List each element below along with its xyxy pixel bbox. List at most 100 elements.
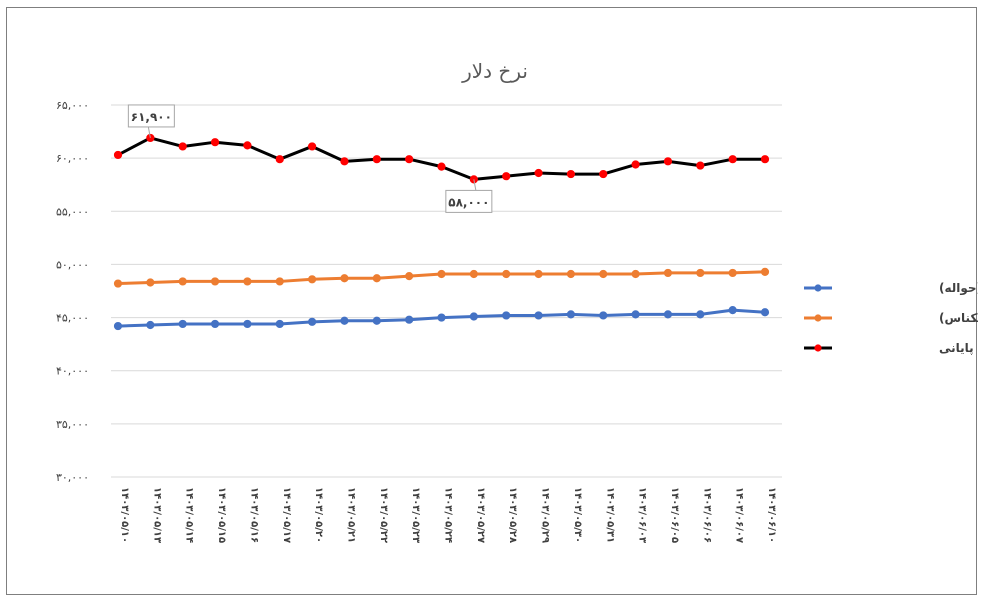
data-point [146,320,155,330]
legend-label: میانگین(حواله) [939,281,978,296]
data-point [437,269,446,279]
x-tick-label: ۱۴۰۳/۰۵/۱۶ [248,487,259,543]
data-point [469,312,478,321]
data-point [308,142,317,151]
data-point [372,274,381,283]
data-point [210,277,220,286]
data-point [243,141,252,150]
y-tick-label: ۴۰,۰۰۰ [56,365,89,378]
x-tick-label: ۱۴۰۳/۰۵/۳۰ [572,487,583,543]
data-point [534,269,543,279]
data-point [760,308,770,317]
data-point [405,272,414,281]
x-tick-label: ۱۴۰۳/۰۵/۲۲ [378,487,389,543]
legend-item-1: میانگین(اسکناس) [804,311,978,325]
legend-swatch-marker [814,314,822,322]
callout-leader [473,179,477,191]
y-tick-label: ۵۵,۰۰۰ [56,205,89,218]
y-tick-label: ۶۰,۰۰۰ [56,152,89,165]
data-point [728,268,737,278]
annotation-layer: ۶۱,۹۰۰ ۵۸,۰۰۰ [127,104,493,213]
data-point [663,310,673,319]
series-1 [113,267,770,288]
data-point [534,311,543,320]
legend-label: میانگین(اسکناس) [939,311,978,325]
callout-leader [147,126,151,139]
legend-swatch-marker [814,284,822,292]
data-label: ۶۱,۹۰۰ [131,110,172,124]
callout-box [445,189,493,213]
data-point [534,168,543,178]
data-point [340,316,349,325]
x-tick-label: ۱۴۰۳/۰۵/۲۷ [475,487,486,543]
x-tick-label: ۱۴۰۳/۰۵/۱۳ [151,487,162,543]
data-point [728,155,737,164]
data-point [405,315,414,324]
data-point [405,155,414,164]
grid-layer [111,104,782,478]
series-layer [113,133,770,331]
data-point [178,319,187,329]
data-point [340,157,349,166]
data-point [663,268,673,278]
x-tick-label: ۱۴۰۳/۰۵/۲۱ [345,487,356,543]
x-tick-label: ۱۴۰۳/۰۶/۱۰ [766,487,777,543]
chart-frame: نرخ دلار ۳۰,۰۰۰ ۳۵,۰۰۰ ۴۰,۰۰۰ ۴۵,۰۰۰ ۵۰,۰۰۰ ۵… [6,7,978,595]
data-point [113,321,123,331]
x-tick-label: ۱۴۰۳/۰۵/۲۹ [540,487,551,543]
x-tick-label: ۱۴۰۳/۰۶/۰۵ [669,487,680,543]
legend-swatch-marker [814,344,822,352]
legend-item-0: میانگین(حواله) [804,281,978,296]
data-point [566,169,576,179]
x-tick-label: ۱۴۰۳/۰۵/۱۴ [184,487,195,543]
x-tick-label: ۱۴۰۳/۰۵/۲۳ [410,487,421,543]
data-label-callout: ۶۱,۹۰۰ [127,104,175,139]
data-label: ۵۸,۰۰۰ [448,195,489,209]
data-point [502,269,511,279]
data-point [178,277,187,286]
data-point [599,269,608,279]
data-point [599,169,608,179]
x-tick-label: ۱۴۰۳/۰۵/۳۱ [604,487,615,543]
data-point [566,269,576,279]
data-point [178,142,187,151]
data-point [308,275,317,284]
data-point [243,319,252,329]
data-point [599,311,608,320]
data-point [113,150,123,160]
legend-label: بازار آزاد - پایانی [939,340,978,355]
data-point [275,277,284,286]
data-point [275,319,284,329]
data-point [631,310,640,319]
data-point [631,269,640,279]
data-point [372,155,381,164]
x-tick-label: ۱۴۰۳/۰۶/۰۳ [637,487,648,543]
data-point [566,310,576,319]
data-point [728,306,737,315]
data-point [760,155,770,164]
x-tick-label: ۱۴۰۳/۰۵/۱۷ [281,487,292,543]
data-point [113,279,123,288]
legend: میانگین(حواله) میانگین(اسکناس) بازار آزاد … [804,281,978,355]
y-tick-label: ۶۵,۰۰۰ [56,99,89,112]
data-point [696,310,705,319]
y-axis: ۳۰,۰۰۰ ۳۵,۰۰۰ ۴۰,۰۰۰ ۴۵,۰۰۰ ۵۰,۰۰۰ ۵۵,۰۰۰ ۶۰,۰… [56,99,89,484]
data-point [340,274,349,283]
x-axis: ۱۴۰۳/۰۵/۱۰ ۱۴۰۳/۰۵/۱۳ ۱۴۰۳/۰۵/۱۴ ۱۴۰۳/۰۵/۱۵… [119,487,777,543]
data-point [696,268,705,278]
data-point [663,157,673,166]
data-point [275,155,284,164]
data-point [210,138,220,147]
series-0 [113,306,770,331]
x-tick-label: ۱۴۰۳/۰۶/۰۷ [734,487,745,543]
data-point [372,316,381,325]
data-point [760,267,770,276]
x-tick-label: ۱۴۰۳/۰۵/۱۰ [119,487,130,543]
line-chart: نرخ دلار ۳۰,۰۰۰ ۳۵,۰۰۰ ۴۰,۰۰۰ ۴۵,۰۰۰ ۵۰,۰۰۰ ۵… [56,59,978,543]
y-tick-label: ۴۵,۰۰۰ [56,312,89,325]
chart-title: نرخ دلار [461,59,528,83]
data-point [437,162,446,171]
data-point [243,277,252,286]
x-tick-label: ۱۴۰۳/۰۵/۱۵ [216,487,227,543]
x-tick-label: ۱۴۰۳/۰۵/۲۰ [313,487,324,543]
